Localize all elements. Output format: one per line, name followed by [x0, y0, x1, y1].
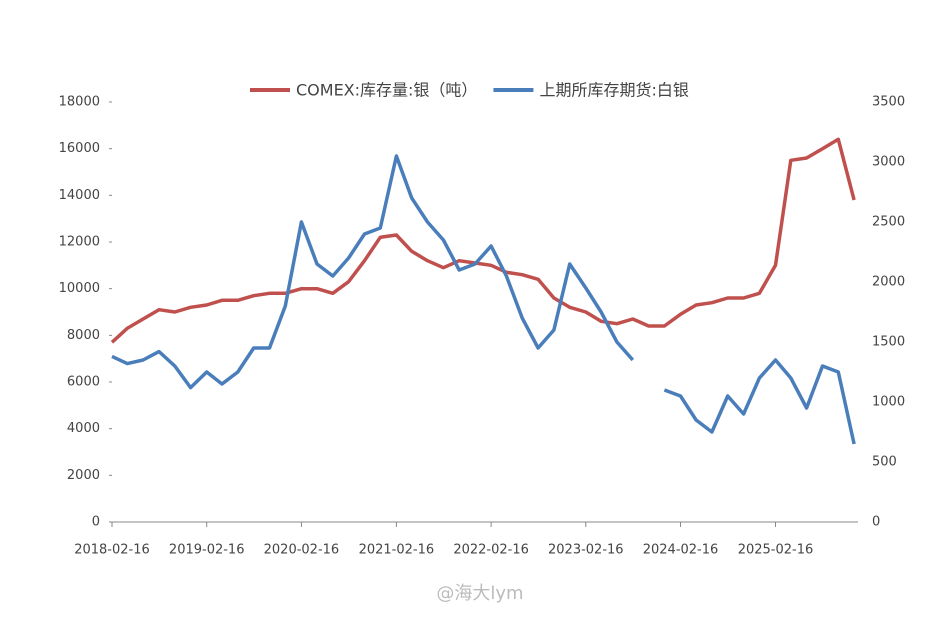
- x-tick-label: 2023-02-16: [548, 543, 624, 558]
- legend-label: 上期所库存期货:白银: [539, 81, 688, 100]
- y2-tick-label: 2500: [872, 215, 905, 230]
- y-tick-label: 2000: [67, 468, 100, 483]
- y2-tick-label: 2000: [872, 275, 905, 290]
- x-tick-label: 2018-02-16: [74, 543, 150, 558]
- y-tick-label: 6000: [67, 375, 100, 390]
- legend-label: COMEX:库存量:银（吨）: [296, 81, 477, 100]
- y-tick-label: 0: [92, 515, 100, 530]
- y2-tick-label: 3000: [872, 155, 905, 170]
- y-tick-label: 8000: [67, 328, 100, 343]
- watermark: @海大lym: [436, 583, 523, 604]
- y-tick-label: 10000: [59, 281, 100, 296]
- y-tick-label: 14000: [59, 188, 100, 203]
- y2-tick-label: 3500: [872, 95, 905, 110]
- x-tick-label: 2025-02-16: [738, 543, 814, 558]
- x-tick-label: 2021-02-16: [359, 543, 435, 558]
- y-tick-label: 18000: [59, 95, 100, 110]
- y-tick-label: 4000: [67, 421, 100, 436]
- y2-tick-label: 1500: [872, 335, 905, 350]
- x-tick-label: 2024-02-16: [643, 543, 719, 558]
- series-line: [111, 154, 856, 445]
- y2-tick-label: 500: [872, 455, 897, 470]
- x-tick-label: 2020-02-16: [264, 543, 340, 558]
- y2-tick-label: 1000: [872, 395, 905, 410]
- x-tick-label: 2019-02-16: [169, 543, 245, 558]
- series-line: [110, 137, 856, 344]
- y-tick-label: 12000: [59, 235, 100, 250]
- y-tick-label: 16000: [59, 141, 100, 156]
- y2-tick-label: 0: [872, 515, 880, 530]
- x-tick-label: 2022-02-16: [453, 543, 529, 558]
